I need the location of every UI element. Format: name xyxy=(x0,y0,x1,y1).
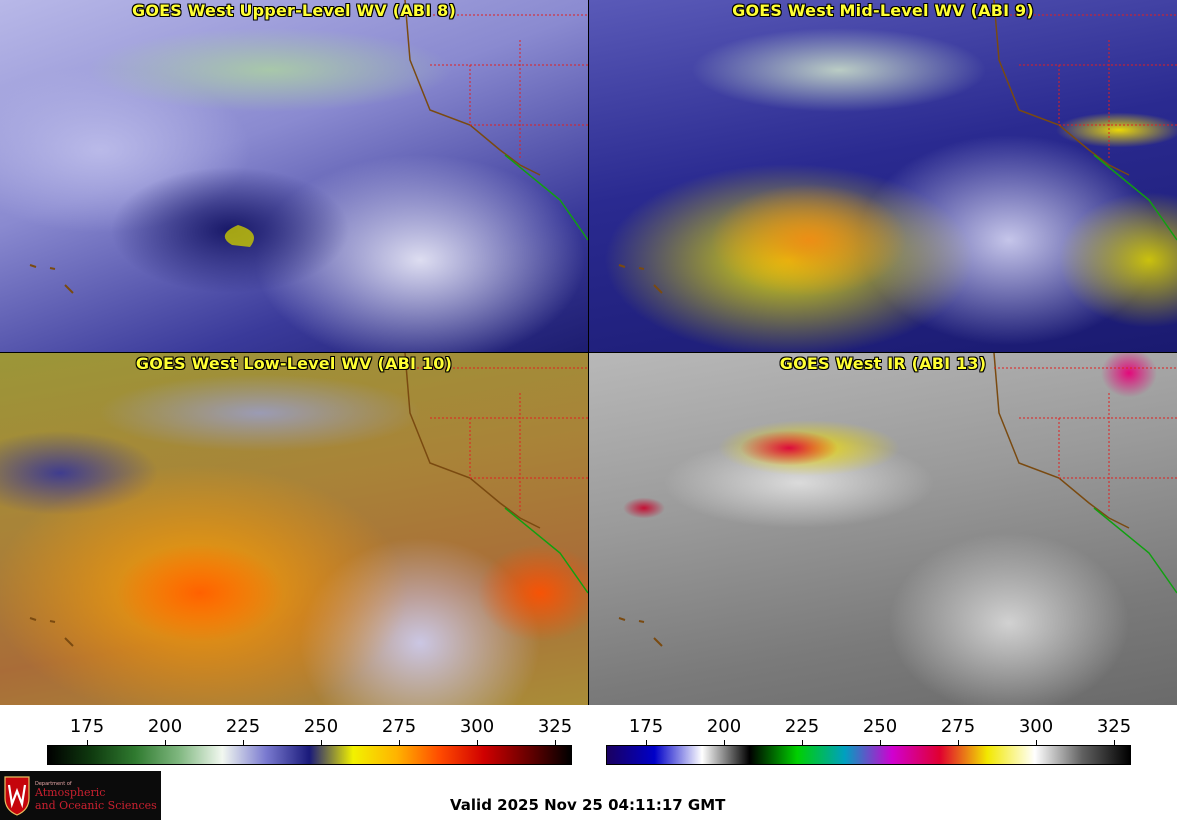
colorbar-ir-tick-mark xyxy=(802,740,803,745)
aos-logo[interactable]: Department of Atmospheric and Oceanic Sc… xyxy=(0,771,161,820)
colorbar-ir-tick-label: 275 xyxy=(940,716,976,737)
logo-dept-text: Department of xyxy=(35,781,72,787)
colorbar-ir-tick-mark xyxy=(958,740,959,745)
colorbar-ir-tick-label: 250 xyxy=(862,716,898,737)
map-overlay-upper xyxy=(29,0,588,294)
colorbar-wv-gradient xyxy=(47,745,572,765)
colorbar-wv-tick-mark xyxy=(243,740,244,745)
map-overlay-mid xyxy=(618,0,1177,294)
colorbar-ir-tick-mark xyxy=(1114,740,1115,745)
panel-upper-level-wv: GOES West Upper-Level WV (ABI 8) xyxy=(0,0,588,352)
map-overlay-ir xyxy=(618,353,1177,647)
colorbar-ir-tick-mark xyxy=(1036,740,1037,745)
panel-title-mid: GOES West Mid-Level WV (ABI 9) xyxy=(732,1,1034,20)
valid-time-label: Valid 2025 Nov 25 04:11:17 GMT xyxy=(450,796,726,814)
colorbar-wv-tick-label: 175 xyxy=(69,716,105,737)
colorbar-ir-gradient xyxy=(606,745,1131,765)
panel-low-level-wv: GOES West Low-Level WV (ABI 10) xyxy=(0,353,588,705)
panel-title-low: GOES West Low-Level WV (ABI 10) xyxy=(135,354,453,373)
colorbar-ir: 175 200 225 250 275 300 325 xyxy=(606,706,1131,774)
colorbar-wv-tick-mark xyxy=(321,740,322,745)
panel-mid-level-wv: GOES West Mid-Level WV (ABI 9) xyxy=(589,0,1177,352)
panel-ir: GOES West IR (ABI 13) xyxy=(589,353,1177,705)
colorbar-wv-tick-label: 325 xyxy=(537,716,573,737)
panel-title-upper: GOES West Upper-Level WV (ABI 8) xyxy=(132,1,456,20)
colorbar-wv-tick-mark xyxy=(87,740,88,745)
colorbar-wv: 175 200 225 250 275 300 325 xyxy=(47,706,572,774)
colorbar-ir-tick-label: 225 xyxy=(784,716,820,737)
logo-name-line1: Atmospheric xyxy=(35,786,106,799)
colorbar-wv-tick-label: 300 xyxy=(459,716,495,737)
colorbar-ir-tick-label: 325 xyxy=(1096,716,1132,737)
colorbar-ir-tick-mark xyxy=(646,740,647,745)
colorbar-ir-tick-label: 300 xyxy=(1018,716,1054,737)
colorbar-wv-tick-mark xyxy=(399,740,400,745)
colorbar-wv-tick-mark xyxy=(555,740,556,745)
colorbar-ir-tick-mark xyxy=(880,740,881,745)
colorbar-wv-ticks: 175 200 225 250 275 300 325 xyxy=(47,716,572,738)
colorbar-wv-tick-label: 200 xyxy=(147,716,183,737)
logo-name-line2: and Oceanic Sciences xyxy=(35,799,157,812)
panel-title-ir: GOES West IR (ABI 13) xyxy=(779,354,987,373)
colorbar-wv-tick-mark xyxy=(165,740,166,745)
colorbar-wv-tick-label: 225 xyxy=(225,716,261,737)
colorbar-wv-tick-label: 275 xyxy=(381,716,417,737)
uw-crest-icon xyxy=(4,776,30,816)
map-overlay-low xyxy=(29,353,588,647)
colorbar-ir-tick-label: 200 xyxy=(706,716,742,737)
panel-divider-horizontal xyxy=(0,352,1177,353)
colorbar-ir-ticks: 175 200 225 250 275 300 325 xyxy=(606,716,1131,738)
colorbar-ir-tick-label: 175 xyxy=(628,716,664,737)
colorbar-ir-tick-mark xyxy=(724,740,725,745)
colorbar-wv-tick-mark xyxy=(477,740,478,745)
colorbar-wv-tick-label: 250 xyxy=(303,716,339,737)
